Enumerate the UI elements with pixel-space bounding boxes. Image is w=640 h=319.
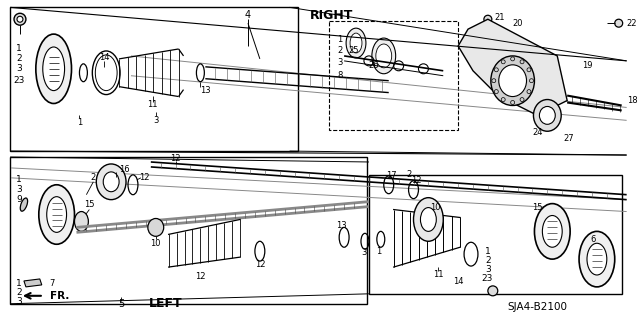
Polygon shape (458, 19, 567, 115)
Bar (329, 21, 458, 130)
Text: 2: 2 (406, 170, 411, 179)
Text: 11: 11 (433, 271, 444, 279)
Text: 15: 15 (84, 200, 95, 209)
Ellipse shape (372, 38, 396, 74)
Ellipse shape (579, 231, 615, 287)
Ellipse shape (14, 13, 26, 25)
Text: 16: 16 (119, 166, 129, 174)
Text: 3: 3 (16, 185, 22, 194)
Ellipse shape (542, 216, 562, 247)
Text: 1: 1 (376, 247, 381, 256)
Text: 24: 24 (532, 128, 543, 137)
Ellipse shape (96, 164, 126, 200)
Ellipse shape (499, 65, 527, 97)
Ellipse shape (488, 286, 498, 296)
Ellipse shape (39, 185, 74, 244)
Text: 7: 7 (49, 279, 54, 288)
Text: 17: 17 (387, 171, 397, 180)
Ellipse shape (43, 47, 65, 91)
Text: SJA4-B2100: SJA4-B2100 (508, 302, 568, 312)
Text: 12: 12 (195, 272, 205, 281)
Bar (10, 7, 298, 151)
Ellipse shape (346, 28, 366, 58)
Text: 27: 27 (564, 134, 575, 143)
Text: 2: 2 (485, 256, 490, 265)
Text: 3: 3 (337, 58, 342, 67)
Text: 10: 10 (150, 239, 161, 248)
Text: 5: 5 (118, 299, 124, 309)
Ellipse shape (534, 204, 570, 259)
Text: 9: 9 (16, 195, 22, 204)
Ellipse shape (20, 198, 28, 211)
Ellipse shape (413, 198, 444, 241)
Text: 22: 22 (627, 19, 637, 28)
Text: 12: 12 (170, 153, 181, 162)
Ellipse shape (74, 211, 88, 231)
Ellipse shape (103, 172, 119, 192)
Ellipse shape (47, 197, 67, 232)
Text: 21: 21 (495, 13, 505, 22)
Text: 12: 12 (412, 176, 422, 185)
Text: 12: 12 (139, 173, 149, 182)
Text: 1: 1 (485, 247, 491, 256)
Text: 3: 3 (16, 297, 22, 306)
Text: 25: 25 (349, 47, 359, 56)
Polygon shape (24, 279, 42, 287)
Text: 3: 3 (16, 64, 22, 73)
Text: 1: 1 (16, 279, 22, 288)
Bar (10, 157, 367, 304)
Text: 6: 6 (590, 235, 596, 244)
Ellipse shape (491, 56, 534, 106)
Text: 13: 13 (200, 86, 211, 95)
Text: 23: 23 (481, 274, 492, 284)
Ellipse shape (350, 33, 362, 53)
Ellipse shape (376, 44, 392, 68)
Ellipse shape (420, 208, 436, 231)
Ellipse shape (484, 15, 492, 23)
Text: LEFT: LEFT (149, 297, 182, 310)
Ellipse shape (540, 107, 556, 124)
Text: 2: 2 (16, 288, 22, 297)
Text: 1: 1 (16, 175, 22, 184)
Text: 10: 10 (430, 203, 440, 212)
Text: 14: 14 (99, 53, 109, 63)
Text: 2: 2 (337, 47, 342, 56)
Text: 19: 19 (582, 61, 592, 70)
Text: 26: 26 (369, 61, 379, 70)
Text: 14: 14 (453, 278, 463, 286)
Text: 3: 3 (153, 116, 159, 125)
Text: 18: 18 (627, 96, 637, 105)
Text: 3: 3 (485, 264, 491, 273)
Bar (369, 175, 621, 294)
Text: 3: 3 (361, 248, 367, 257)
Ellipse shape (148, 219, 164, 236)
Ellipse shape (17, 16, 23, 22)
Ellipse shape (615, 19, 623, 27)
Text: 1: 1 (337, 34, 342, 44)
Text: FR.: FR. (50, 291, 69, 301)
Ellipse shape (587, 243, 607, 275)
Text: 1: 1 (77, 118, 82, 127)
Text: 2: 2 (16, 54, 22, 63)
Text: 23: 23 (13, 76, 24, 85)
Text: 8: 8 (337, 71, 342, 80)
Text: 12: 12 (255, 260, 265, 269)
Text: 1: 1 (16, 44, 22, 54)
Text: 13: 13 (336, 221, 346, 230)
Text: 2: 2 (91, 173, 96, 182)
Ellipse shape (534, 100, 561, 131)
Text: 4: 4 (245, 10, 251, 20)
Ellipse shape (36, 34, 72, 103)
Text: 11: 11 (148, 100, 158, 109)
Text: 15: 15 (532, 203, 543, 212)
Text: 20: 20 (513, 19, 523, 28)
Text: RIGHT: RIGHT (309, 9, 353, 22)
